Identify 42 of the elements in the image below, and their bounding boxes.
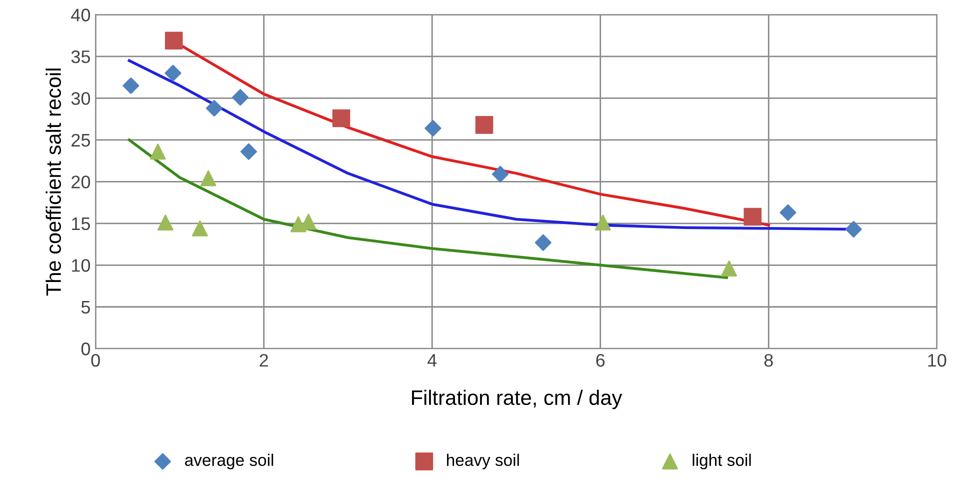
y-axis-title: The coefficient salt recoil bbox=[46, 68, 61, 296]
y-tick-label: 40 bbox=[71, 8, 90, 22]
y-tick-label: 30 bbox=[71, 92, 90, 105]
y-tick-label: 0 bbox=[81, 342, 90, 356]
x-tick-label: 10 bbox=[928, 354, 946, 367]
point bbox=[780, 204, 796, 221]
y-tick-label: 5 bbox=[81, 300, 90, 314]
point bbox=[192, 220, 208, 236]
point bbox=[290, 216, 306, 232]
point bbox=[206, 100, 223, 117]
point bbox=[122, 77, 140, 94]
y-tick-label: 20 bbox=[72, 176, 90, 188]
y-tick-label: 10 bbox=[72, 259, 90, 272]
point bbox=[240, 143, 258, 160]
legend-label: heavy soil bbox=[447, 454, 519, 470]
x-axis-title: Filtration rate, cm / day bbox=[412, 390, 622, 410]
point bbox=[534, 234, 552, 251]
x-tick-label: 2 bbox=[260, 354, 268, 367]
y-tick-label: 35 bbox=[71, 50, 90, 64]
y-tick-label: 15 bbox=[72, 218, 90, 230]
point bbox=[164, 32, 183, 50]
point bbox=[492, 166, 509, 182]
line-series bbox=[128, 138, 728, 280]
point bbox=[594, 214, 611, 231]
point bbox=[157, 214, 174, 231]
x-tick-label: 8 bbox=[764, 354, 773, 367]
x-tick-label: 6 bbox=[596, 354, 605, 367]
point bbox=[424, 120, 442, 137]
point bbox=[232, 89, 249, 106]
x-tick-label: 0 bbox=[91, 354, 100, 367]
point bbox=[721, 260, 738, 276]
point bbox=[332, 109, 350, 128]
point bbox=[164, 64, 182, 82]
point bbox=[475, 116, 494, 134]
point bbox=[744, 208, 762, 226]
x-tick-label: 4 bbox=[428, 354, 437, 367]
point bbox=[200, 170, 216, 186]
point bbox=[845, 220, 862, 238]
legend-label: average soil bbox=[185, 454, 274, 470]
y-tick-label: 25 bbox=[72, 134, 90, 147]
legend-label: light soil bbox=[692, 454, 751, 470]
point bbox=[150, 144, 166, 160]
